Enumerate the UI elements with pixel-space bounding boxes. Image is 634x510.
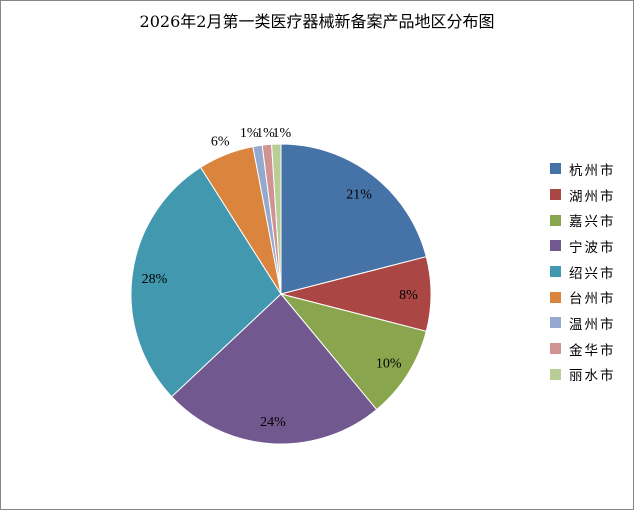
legend-swatch	[550, 368, 561, 380]
legend-swatch	[550, 163, 561, 175]
data-label: 6%	[211, 135, 230, 150]
legend-item: 嘉兴市	[550, 207, 616, 233]
data-label: 10%	[376, 356, 402, 371]
legend-label: 绍兴市	[569, 265, 616, 282]
legend-label: 温州市	[569, 316, 616, 333]
data-label: 8%	[399, 288, 418, 303]
legend-swatch	[550, 317, 561, 329]
data-label: 28%	[142, 272, 168, 287]
chart-title: 2026年2月第一类医疗器械新备案产品地区分布图	[139, 12, 495, 31]
data-label: 24%	[260, 415, 286, 430]
pie-slice-4	[170, 293, 378, 445]
pie-slice-3	[279, 293, 427, 411]
legend-label: 台州市	[569, 291, 616, 308]
legend-item: 杭州市	[550, 156, 616, 182]
pie-slice-5	[130, 166, 282, 398]
legend-item: 宁波市	[550, 233, 616, 259]
legend-label: 湖州市	[569, 188, 616, 205]
legend-label: 金华市	[569, 342, 616, 359]
legend-label: 宁波市	[569, 239, 616, 256]
legend-item: 台州市	[550, 284, 616, 310]
pie-slice-9	[271, 143, 282, 295]
legend-swatch	[550, 240, 561, 252]
legend-swatch	[550, 214, 561, 226]
legend-label: 杭州市	[569, 162, 616, 179]
legend-item: 温州市	[550, 310, 616, 336]
legend-swatch	[550, 343, 561, 355]
legend-swatch	[550, 266, 561, 278]
data-label: 1%	[272, 126, 291, 141]
legend-label: 嘉兴市	[569, 214, 616, 231]
data-label: 1%	[240, 126, 259, 141]
legend-item: 绍兴市	[550, 259, 616, 285]
legend-item: 丽水市	[550, 362, 616, 388]
legend-swatch	[550, 291, 561, 303]
legend: 杭州市湖州市嘉兴市宁波市绍兴市台州市温州市金华市丽水市	[550, 156, 616, 387]
pie-slice-1	[280, 143, 427, 295]
legend-swatch	[550, 189, 561, 201]
legend-item: 湖州市	[550, 182, 616, 208]
data-label: 1%	[256, 126, 275, 141]
data-label: 21%	[346, 187, 372, 202]
legend-label: 丽水市	[569, 368, 616, 385]
legend-item: 金华市	[550, 336, 616, 362]
